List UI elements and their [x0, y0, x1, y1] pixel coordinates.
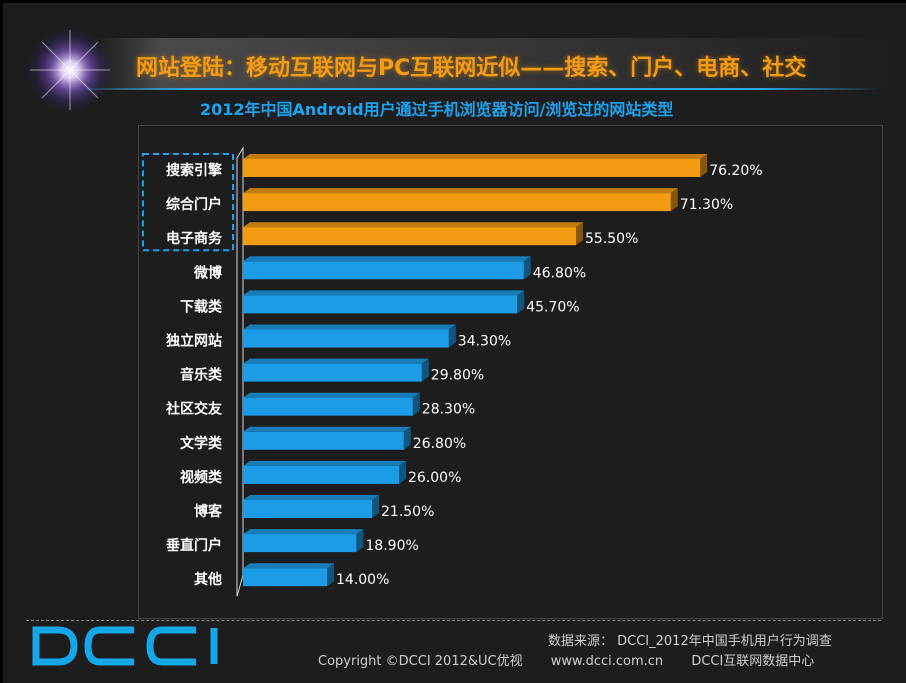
bar [243, 363, 422, 382]
bar-end-face [517, 290, 525, 314]
data-label: 76.20% [709, 163, 762, 179]
bar-top-face [243, 392, 420, 398]
bar-end-face [372, 495, 379, 518]
category-label: 其他 [194, 571, 222, 588]
category-label: 垂直门户 [166, 537, 222, 554]
data-label: 46.80% [533, 265, 586, 281]
highlight-box [142, 153, 234, 252]
bar-end-face [523, 256, 531, 280]
data-label: 28.30% [422, 402, 475, 418]
bar [243, 295, 518, 314]
data-source: 数据来源： DCCI_2012年中国手机用户行为调查 [548, 634, 832, 649]
bar-end-face [399, 460, 406, 484]
category-label: 视频类 [180, 469, 223, 486]
bar-top-face [243, 563, 334, 569]
bar-end-face [327, 563, 334, 587]
bar-top-face [243, 188, 678, 194]
bar-end-face [412, 392, 420, 416]
bar [243, 465, 399, 484]
page-title: 网站登陆：移动互联网与PC互联网近似——搜索、门户、电商、社交 [136, 56, 807, 81]
category-label: 下载类 [180, 298, 223, 315]
category-label: 搜索引擎 [166, 162, 222, 179]
y-axis-plane [236, 146, 244, 597]
top-border [0, 0, 906, 3]
bar-top-face [243, 256, 531, 262]
bar-top-face [243, 222, 583, 228]
bar-top-face [243, 324, 456, 330]
bar [243, 534, 357, 553]
dcci-logo [32, 626, 218, 666]
data-label: 26.80% [413, 436, 466, 452]
data-label: 18.90% [365, 538, 418, 554]
category-label: 文学类 [180, 435, 223, 452]
copyright-text: Copyright ©DCCI 2012&UC优视 [318, 654, 523, 669]
data-label: 34.30% [458, 334, 511, 350]
data-label: 71.30% [680, 197, 733, 213]
chart-frame [138, 125, 883, 619]
category-label: 电子商务 [166, 230, 223, 247]
bar [243, 261, 524, 280]
category-label: 综合门户 [166, 196, 222, 213]
bar-end-face [576, 222, 583, 246]
data-label: 21.50% [381, 504, 434, 520]
data-label: 55.50% [585, 231, 638, 247]
data-label: 45.70% [526, 299, 579, 315]
bar-top-face [243, 460, 406, 466]
website-link[interactable]: www.dcci.com.cn [550, 654, 664, 669]
bar-end-face [421, 358, 429, 382]
data-label: 29.80% [431, 368, 484, 384]
bar [243, 329, 449, 348]
data-label: 26.00% [408, 470, 461, 486]
title-band [96, 38, 896, 90]
bar-top-face [243, 290, 525, 296]
left-border [0, 0, 3, 683]
category-label: 音乐类 [180, 367, 223, 384]
bar [243, 193, 671, 212]
category-label: 独立网站 [166, 333, 222, 350]
bar-end-face [356, 529, 364, 553]
bar-end-face [448, 324, 456, 348]
bar-end-face [670, 188, 678, 212]
title-underline [70, 88, 880, 90]
bar-end-face [700, 154, 708, 177]
bar [243, 431, 404, 450]
bar-top-face [243, 495, 379, 500]
bar-top-face [243, 426, 411, 432]
bar-top-face [243, 529, 364, 535]
category-label: 社区交友 [165, 401, 222, 418]
bar-top-face [243, 154, 708, 159]
bar [243, 568, 327, 587]
data-label: 14.00% [336, 572, 389, 588]
chart-subtitle: 2012年中国Android用户通过手机浏览器访问/浏览过的网站类型 [200, 100, 674, 119]
category-label: 微博 [193, 264, 222, 281]
bar [243, 159, 701, 177]
bar [243, 227, 576, 246]
bar-top-face [243, 358, 429, 364]
bar-end-face [403, 426, 411, 450]
footer-divider [26, 620, 881, 621]
org-name: DCCI互联网数据中心 [691, 654, 815, 669]
bar [243, 397, 413, 416]
category-label: 博客 [194, 503, 223, 520]
bar [243, 500, 372, 518]
footer-row: Copyright ©DCCI 2012&UC优视 www.dcci.com.c… [318, 650, 878, 669]
